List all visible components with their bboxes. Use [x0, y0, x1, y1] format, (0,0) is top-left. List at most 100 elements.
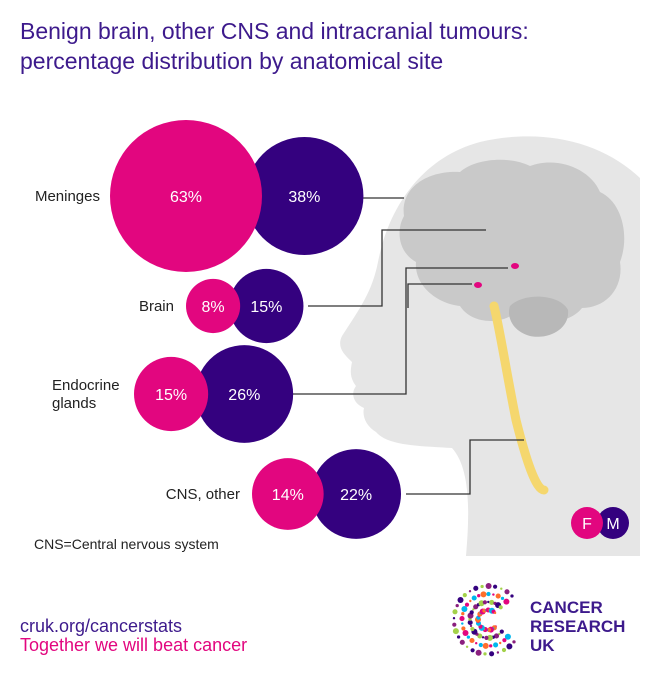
legend: F M — [571, 507, 629, 539]
data-label-female-2: 15% — [155, 387, 187, 404]
bubble-female-1 — [186, 278, 241, 334]
logo-dot — [464, 602, 470, 607]
logo-dot — [486, 591, 491, 597]
brand-line-3: UK — [530, 636, 555, 655]
logo-dot — [478, 642, 483, 648]
logo-dot — [469, 610, 474, 615]
logo-dot — [452, 622, 457, 627]
logo-dot — [469, 599, 472, 603]
data-label-male-0: 38% — [288, 189, 320, 206]
logo-dot — [477, 594, 481, 598]
logo-dot — [482, 600, 487, 605]
data-label-female-3: 14% — [272, 487, 304, 504]
logo-dot — [489, 644, 493, 648]
logo-dot — [489, 651, 495, 657]
leader-line-endocrine-b — [407, 283, 472, 308]
logo-dot — [461, 606, 468, 612]
logo-dot — [465, 645, 469, 648]
logo-dot — [492, 593, 495, 596]
bubble-female-3 — [252, 458, 324, 530]
category-label-3-0: CNS, other — [166, 486, 240, 503]
leader-lines — [292, 197, 524, 495]
logo-dot — [504, 589, 510, 595]
logo-dot — [461, 622, 464, 625]
logo-dot — [461, 626, 466, 631]
spinal-cord — [489, 301, 549, 495]
logo-dot — [500, 596, 505, 601]
logo-dot — [483, 652, 487, 656]
leader-line-brain — [308, 229, 486, 307]
logo-dot — [481, 636, 485, 639]
category-label-2-0: Endocrine — [52, 377, 120, 394]
logo-dot — [512, 640, 516, 644]
logo-dot — [475, 642, 478, 645]
logo-dot — [486, 627, 492, 633]
logo-dot — [459, 639, 465, 645]
brain — [399, 159, 625, 323]
footer-url[interactable]: cruk.org/cancerstats — [20, 616, 183, 636]
logo-dot — [502, 638, 507, 643]
bubble-male-2 — [195, 345, 294, 443]
logo-dot — [477, 633, 483, 639]
data-label-male-3: 22% — [340, 487, 372, 504]
legend-male-label: M — [606, 516, 619, 533]
logo-dot — [468, 590, 472, 593]
abbreviation-note: CNS=Central nervous system — [34, 536, 219, 552]
data-label-male-2: 26% — [228, 387, 260, 404]
logo-dot — [485, 583, 492, 589]
logo-dot — [487, 600, 490, 604]
title-line-1: Benign brain, other CNS and intracranial… — [20, 18, 529, 44]
category-label-0-0: Meninges — [35, 188, 100, 205]
logo-dot — [496, 651, 500, 654]
logo-dot — [471, 595, 477, 601]
logo-dot — [470, 626, 475, 632]
logo-dot — [489, 599, 495, 605]
logo-dot — [462, 630, 469, 636]
bubble-female-0 — [110, 120, 262, 272]
logo-dot — [510, 594, 514, 598]
logo-dot — [493, 584, 498, 589]
category-label-1-0: Brain — [139, 298, 174, 315]
bubble-male-0 — [245, 136, 364, 256]
head-illustration — [340, 136, 640, 556]
bubble-male-1 — [229, 268, 304, 344]
logo-dot — [493, 611, 497, 615]
logo-dot — [500, 587, 503, 590]
title-line-2: percentage distribution by anatomical si… — [20, 48, 444, 74]
logo-dot — [469, 624, 473, 628]
logo-dot — [506, 643, 513, 650]
cerebellum — [508, 296, 569, 337]
logo-dot — [499, 641, 502, 645]
pituitary-dot — [511, 263, 519, 269]
bubbles: 63% 38% 8% 15% 15% 26% 14% 22% — [110, 120, 402, 539]
logo-dot — [466, 635, 471, 639]
pineal-dot — [474, 282, 482, 288]
legend-female-label: F — [582, 516, 592, 533]
logo-dot — [499, 629, 504, 634]
data-label-female-0: 63% — [170, 189, 202, 206]
logo-dot — [493, 642, 499, 648]
data-label-male-1: 15% — [250, 299, 282, 316]
chart-title: Benign brain, other CNS and intracranial… — [20, 16, 529, 76]
logo-dot — [452, 617, 456, 620]
logo-dot — [461, 612, 465, 616]
cruk-logo-mark — [452, 583, 516, 657]
leader-line-endocrine — [292, 267, 508, 395]
logo-dot — [457, 597, 464, 603]
logo-dot — [456, 635, 461, 639]
logo-dot — [475, 649, 482, 656]
logo-dot — [493, 633, 500, 639]
category-label-2-1: glands — [52, 395, 96, 412]
logo-dot — [470, 648, 475, 653]
logo-dot — [462, 593, 467, 598]
footer-tagline: Together we will beat cancer — [20, 635, 248, 655]
logo-dot — [501, 647, 507, 653]
bubble-male-3 — [311, 449, 402, 539]
data-label-female-1: 8% — [202, 299, 225, 316]
logo-dot — [473, 604, 479, 610]
brand-line-2: RESEARCH — [530, 617, 626, 636]
logo-dot — [472, 608, 475, 611]
logo-dot — [452, 609, 458, 615]
